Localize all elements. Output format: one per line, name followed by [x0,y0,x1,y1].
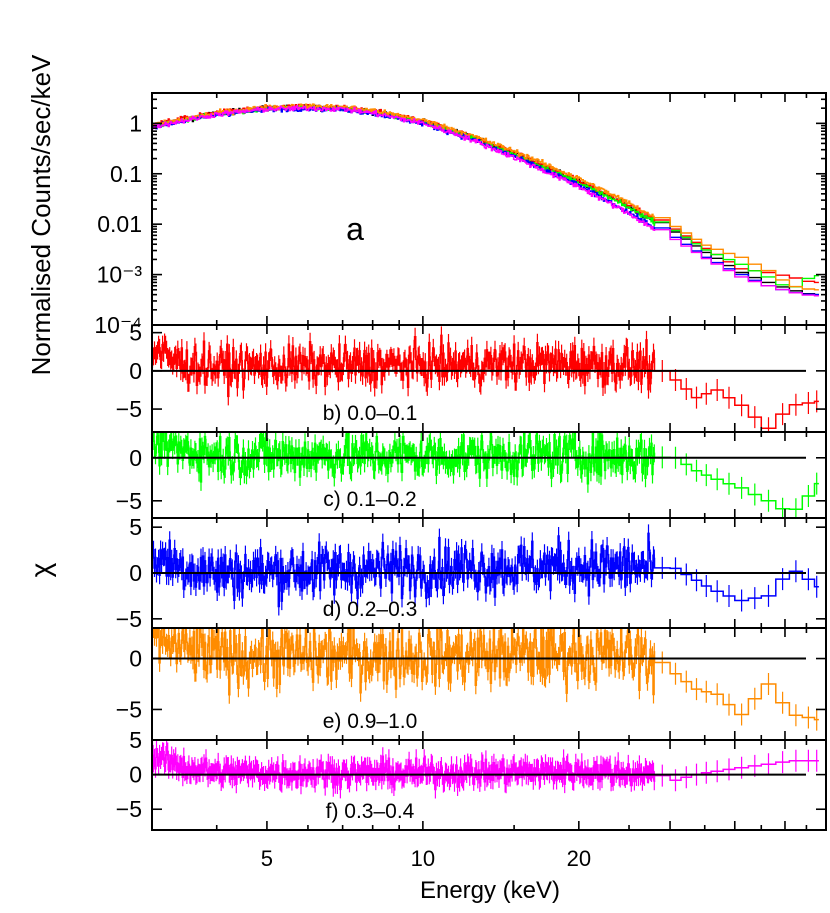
y-tick-label-e: 0 [129,646,142,672]
panel-label-f: f) 0.3–0.4 [326,800,415,823]
series-a-1 [152,103,819,284]
y-tick-label-c: −5 [116,488,142,514]
y-tick-label-f: −5 [116,796,142,822]
panel-label-d: d) 0.2–0.3 [323,598,418,621]
y-tick-label-b: 5 [129,320,142,346]
x-axis-label: Energy (keV) [420,877,560,904]
y-tick-label-a: 0.1 [110,161,142,187]
panels-group: 1 0.1 0.01 10⁻³ 10⁻⁴ a 5 0 −5 b) 0.0–0.1 0 −5 c) 0.1… [94,92,827,831]
y-tick-label-f: 0 [129,762,142,788]
panel-frame-b [151,324,827,433]
y-tick-label-b: 0 [129,358,142,384]
y-tick-label-d: 0 [129,560,142,586]
y-tick-label-a: 10⁻³ [97,262,143,288]
panel-frame-a [151,92,827,326]
residual-series-b [152,334,819,429]
x-tick-labels: 5 10 20 [261,846,591,871]
y-tick-label-d: −5 [116,606,142,632]
y-axis-label-counts: Normalised Counts/sec/keV [26,54,56,375]
y-tick-label-f: 5 [129,727,142,753]
series-a-0 [152,104,819,296]
series-a-3 [152,105,819,296]
panel-label-c: c) 0.1–0.2 [323,488,416,511]
series-a-4 [152,103,819,291]
residual-series-f [152,745,819,791]
y-axis-label-chi: χ [25,562,56,577]
y-tick-label-a: 10⁻⁴ [94,312,142,338]
panel-label-b: b) 0.0–0.1 [323,402,418,425]
y-tick-label-a: 1 [129,110,142,136]
residual-series-e [152,628,819,721]
panel-label-a: a [346,211,364,247]
residual-errorbars-c [151,433,818,517]
x-tick-label-20: 20 [567,846,591,871]
panel-label-e: e) 0.9–1.0 [323,710,418,733]
residual-errorbars-b [151,326,818,431]
x-tick-label-10: 10 [411,846,435,871]
series-a-5 [152,105,819,297]
y-tick-label-b: −5 [116,396,142,422]
x-tick-label-5: 5 [261,846,273,871]
y-tick-label-e: −5 [116,696,142,722]
y-tick-label-a: 0.01 [97,211,142,237]
panel-frame-f [151,739,827,831]
y-tick-label-d: 5 [129,514,142,540]
y-tick-label-c: 0 [129,445,142,471]
series-a-2 [152,105,819,288]
